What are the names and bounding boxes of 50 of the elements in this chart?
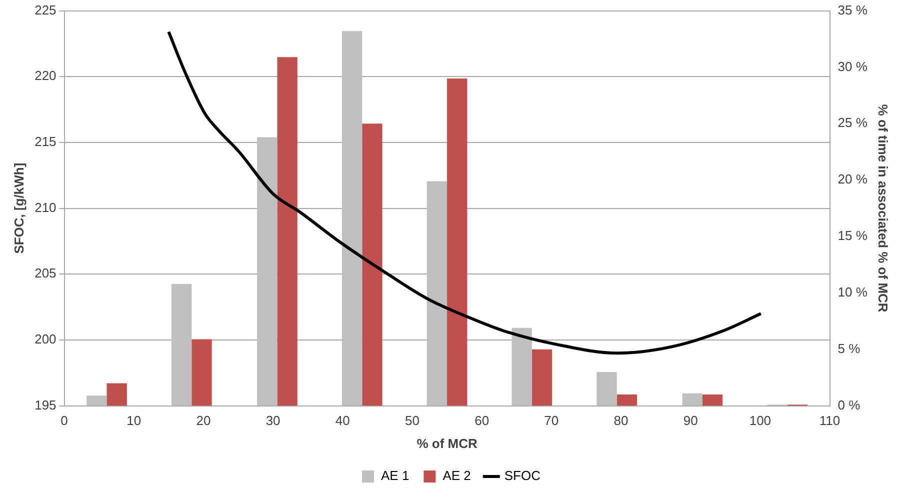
x-tick-label: 40	[335, 413, 350, 428]
y2-tick-label: 30 %	[838, 58, 868, 74]
x-tick-label: 80	[614, 413, 628, 428]
y2-tick-label: 5 %	[838, 340, 861, 356]
x-axis-title: % of MCR	[416, 436, 478, 451]
bar	[447, 78, 468, 406]
bar	[702, 394, 723, 406]
x-tick-label: 100	[749, 413, 772, 428]
bar	[192, 339, 212, 406]
x-tick-label: 0	[60, 413, 68, 428]
x-tick-label: 20	[196, 413, 211, 428]
y-tick-label: 220	[34, 68, 56, 84]
y-axis-title: SFOC, [g/kWh]	[11, 162, 26, 254]
bar	[86, 396, 107, 406]
bar	[342, 31, 362, 406]
y-tick-label: 225	[34, 2, 56, 18]
y-tick-label: 215	[34, 134, 56, 150]
bar	[277, 57, 298, 406]
bar	[596, 372, 617, 406]
legend-label: AE 2	[442, 468, 471, 484]
y-tick-label: 205	[34, 266, 56, 281]
legend-label: AE 1	[381, 468, 410, 484]
x-tick-label: 110	[819, 413, 840, 428]
y2-tick-label: 10 %	[838, 284, 868, 300]
bar	[171, 284, 192, 406]
y-tick-label: 200	[34, 332, 56, 347]
x-tick-label: 60	[474, 413, 490, 428]
y2-tick-label: 35 %	[838, 2, 868, 18]
y2-axis-title: % of time in associated % of MCR	[876, 104, 891, 313]
x-tick-label: 10	[126, 413, 142, 428]
y2-tick-label: 0 %	[838, 397, 861, 412]
bar	[616, 394, 638, 406]
y2-tick-label: 25 %	[838, 115, 868, 130]
y-tick-label: 195	[34, 397, 56, 412]
y2-tick-label: 15 %	[838, 228, 868, 244]
bar	[532, 349, 552, 406]
y-tick-label: 210	[34, 200, 56, 215]
line-series	[167, 30, 762, 355]
x-tick-label: 50	[405, 413, 420, 428]
legend-label: SFOC	[504, 468, 541, 484]
y2-tick-label: 20 %	[838, 172, 868, 187]
bar	[257, 137, 278, 406]
x-tick-label: 30	[266, 413, 280, 428]
bar	[426, 181, 448, 406]
x-tick-label: 70	[544, 413, 559, 428]
bar	[682, 393, 702, 406]
bar	[362, 124, 382, 406]
x-tick-label: 90	[683, 413, 698, 428]
bar	[512, 328, 532, 406]
bar	[106, 383, 127, 406]
